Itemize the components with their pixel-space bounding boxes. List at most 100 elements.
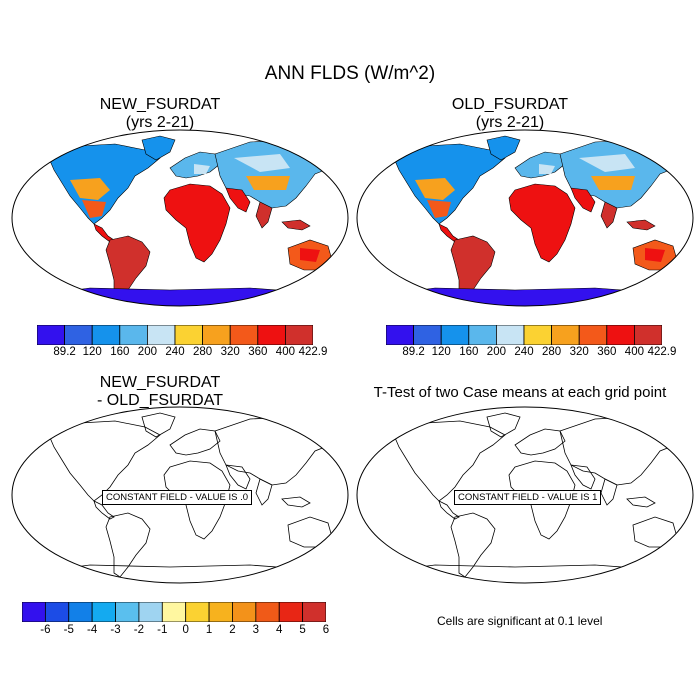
colorbar-old-label: 360 [597,346,617,358]
colorbar-diff-swatch [44,602,70,622]
field-patch [122,250,140,274]
colorbar-diff-label: -4 [87,624,98,636]
colorbar-new-swatch [147,325,176,345]
colorbar-new-swatch [284,325,313,345]
continent-outline [373,287,677,306]
land-layer [373,135,686,306]
colorbar-diff-swatch [302,602,326,622]
map-ttest [356,406,694,584]
colorbar-new-swatch [257,325,286,345]
panel-title-old-line2: (yrs 2-21) [475,114,545,131]
continent-outline [255,201,273,229]
colorbar-new [37,325,313,345]
colorbar-old-label: 400 [624,346,644,358]
colorbar-diff-label: -5 [63,624,74,636]
map-border [11,406,349,584]
field-patch [246,176,290,190]
continent-outline [93,223,115,243]
colorbar-new-swatch [174,325,204,345]
continent-outline [486,412,521,438]
field-patch [591,176,635,190]
colorbar-diff-label: -6 [40,624,51,636]
map-new-fsurdat [11,129,349,307]
colorbar-diff-swatch [161,602,187,622]
continent-outline [281,496,311,508]
colorbar-new-label: 89.2 [53,346,76,358]
colorbar-diff-swatch [68,602,93,622]
colorbar-diff [22,602,326,622]
continent-outline [438,223,460,243]
colorbar-diff-label: 2 [229,624,236,636]
field-patch [467,250,485,274]
colorbar-old-label: 240 [514,346,534,358]
panel-title-diff-line2: - OLD_FSURDAT [97,392,223,409]
map-old-fsurdat [356,129,694,307]
panel-title-old: OLD_FSURDAT (yrs 2-21) [410,96,610,132]
continent-outline [93,500,115,520]
significance-note: Cells are significant at 0.1 level [437,614,603,628]
continent-outline [559,416,686,486]
colorbar-old [386,325,662,345]
colorbar-diff-swatch [22,602,46,622]
colorbar-diff-label: -1 [157,624,168,636]
colorbar-new-label: 320 [220,346,240,358]
colorbar-new-swatch [37,325,66,345]
panel-title-new: NEW_FSURDAT (yrs 2-21) [60,96,260,132]
colorbar-diff-swatch [232,602,257,622]
panel-title-diff: NEW_FSURDAT - OLD_FSURDAT [60,374,260,410]
colorbar-new-labels: 89.2 120 160 200 240 280 320 360 400 422.9 [37,346,327,362]
field-patch [234,154,290,172]
panel-title-old-line1: OLD_FSURDAT [451,96,569,113]
colorbar-old-label: 120 [431,346,451,358]
colorbar-old-label: 200 [486,346,506,358]
colorbar-diff-swatch [91,602,116,622]
field-patch [300,248,320,262]
colorbar-new-label: 240 [165,346,185,358]
continent-outline [392,420,506,502]
colorbar-old-label: 280 [542,346,562,358]
continent-outline [28,564,332,583]
map-border [11,129,349,307]
colorbar-old-label: 160 [459,346,479,358]
colorbar-diff-swatch [115,602,140,622]
map-border [356,406,694,584]
continent-outline [141,412,176,438]
colorbar-new-label: 422.9 [298,346,328,358]
panel-title-new-line1: NEW_FSURDAT [99,96,221,113]
colorbar-diff-label: 3 [252,624,260,636]
colorbar-diff-labels: -6 -5 -4 -3 -2 -1 0 1 2 3 4 5 6 [22,624,329,640]
continent-outline [225,187,251,213]
figure-title: ANN FLDS (W/m^2) [264,63,436,84]
continent-outline [255,478,273,506]
continent-outline [570,187,596,213]
map-border [356,129,694,307]
colorbar-diff-label: 5 [299,624,306,636]
continent-outline [373,564,677,583]
colorbar-old-label: 422.9 [647,346,677,358]
colorbar-old-swatch [413,325,442,345]
field-patch [415,178,455,200]
field-patch [427,200,451,218]
field-patch [579,154,635,172]
colorbar-old-swatch [578,325,608,345]
continent-outline [508,183,576,263]
continent-outline [438,500,460,520]
continent-outline [169,428,221,456]
continent-outline [225,464,251,490]
colorbar-diff-label: 0 [182,624,189,636]
colorbar-diff-swatch [138,602,163,622]
continent-outline [47,420,161,502]
continent-outline [570,464,596,490]
continent-outline [600,478,618,506]
constant-field-label-diff: CONSTANT FIELD - VALUE IS .0 [102,490,253,505]
map-difference [11,406,349,584]
colorbar-new-label: 400 [275,346,295,358]
colorbar-old-swatch [606,325,635,345]
colorbar-old-labels: 89.2 120 160 200 240 280 320 360 400 422.9 [386,346,676,362]
continent-outline [632,516,678,548]
panel-title-ttest: T-Test of two Case means at each grid po… [373,384,667,401]
continent-outline [287,516,333,548]
colorbar-old-swatch [386,325,415,345]
colorbar-old-swatch [551,325,580,345]
panel-title-new-line2: (yrs 2-21) [125,114,195,131]
